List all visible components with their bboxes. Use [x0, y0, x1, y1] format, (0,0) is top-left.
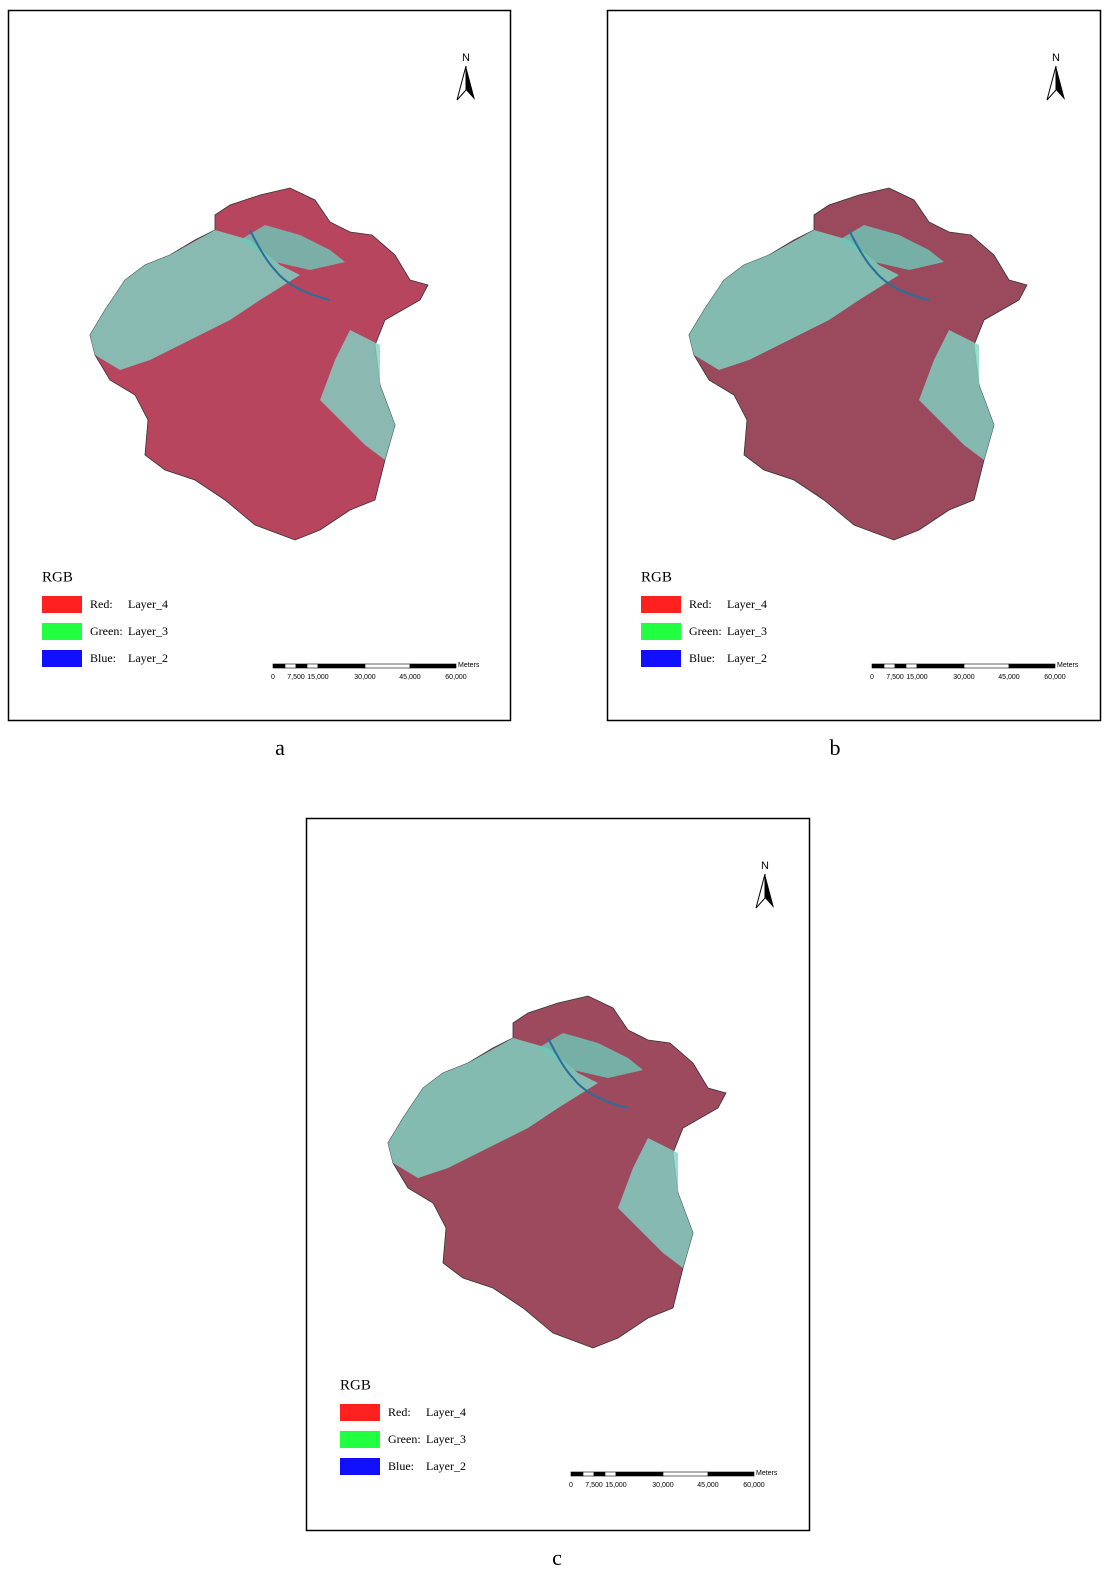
legend-band: Blue: [388, 1459, 414, 1473]
scale-label: 0 [870, 674, 874, 681]
scale-label: 45,000 [998, 674, 1020, 681]
north-label: N [462, 52, 470, 64]
scale-segment [365, 664, 410, 668]
panel-label: b [830, 735, 841, 760]
scale-label: 15,000 [605, 1482, 627, 1489]
legend-band: Green: [388, 1432, 421, 1446]
scale-label: 60,000 [1044, 674, 1066, 681]
north-label: N [761, 860, 769, 872]
scale-label: 30,000 [953, 674, 975, 681]
legend-swatch [42, 596, 82, 613]
scale-label: 0 [569, 1482, 573, 1489]
scale-segment [1009, 664, 1055, 668]
scale-label: 7,500 [585, 1482, 603, 1489]
scale-label: 7,500 [886, 674, 904, 681]
legend-layer: Layer_3 [426, 1432, 466, 1446]
panel-label: a [275, 735, 285, 760]
scale-segment [571, 1472, 583, 1476]
legend-layer: Layer_4 [727, 597, 767, 611]
scale-segment [884, 664, 895, 668]
legend-swatch [42, 623, 82, 640]
legend-swatch [340, 1431, 380, 1448]
scale-segment [605, 1472, 616, 1476]
scale-segment [708, 1472, 754, 1476]
legend-band: Blue: [689, 651, 715, 665]
legend-band: Red: [90, 597, 113, 611]
scale-label: 30,000 [652, 1482, 674, 1489]
legend-band: Red: [388, 1405, 411, 1419]
figure: N RGB Red: Layer_4 Green: Layer_3 Blue: Layer_2… [0, 0, 1108, 1582]
north-label: N [1052, 52, 1060, 64]
scale-segment [917, 664, 964, 668]
scale-segment [583, 1472, 594, 1476]
legend-title: RGB [340, 1377, 371, 1393]
legend-band: Red: [689, 597, 712, 611]
scale-label: 15,000 [906, 674, 928, 681]
scale-label: 60,000 [743, 1482, 765, 1489]
scale-segment [273, 664, 285, 668]
scale-label: 30,000 [354, 674, 376, 681]
page: N RGB Red: Layer_4 Green: Layer_3 Blue: Layer_2… [0, 0, 1108, 1582]
scale-segment [285, 664, 296, 668]
legend-swatch [641, 596, 681, 613]
legend-title: RGB [42, 569, 73, 585]
scale-label: 45,000 [399, 674, 421, 681]
scale-segment [616, 1472, 663, 1476]
scale-segment [594, 1472, 605, 1476]
scale-segment [307, 664, 318, 668]
legend-swatch [340, 1404, 380, 1421]
scale-unit: Meters [1057, 662, 1079, 669]
map-panel: N RGB Red: Layer_4 Green: Layer_3 Blue: Layer_2… [9, 11, 511, 721]
legend-band: Green: [689, 624, 722, 638]
panel-label: c [552, 1545, 562, 1570]
scale-segment [410, 664, 456, 668]
scale-segment [663, 1472, 708, 1476]
legend-layer: Layer_3 [128, 624, 168, 638]
legend-band: Green: [90, 624, 123, 638]
scale-label: 0 [271, 674, 275, 681]
legend-title: RGB [641, 569, 672, 585]
legend-layer: Layer_3 [727, 624, 767, 638]
legend-swatch [641, 623, 681, 640]
scale-segment [318, 664, 365, 668]
legend-layer: Layer_4 [426, 1405, 466, 1419]
legend-swatch [42, 650, 82, 667]
scale-label: 15,000 [307, 674, 329, 681]
map-panel: N RGB Red: Layer_4 Green: Layer_3 Blue: Layer_2… [307, 819, 810, 1531]
scale-segment [872, 664, 884, 668]
legend-band: Blue: [90, 651, 116, 665]
scale-label: 7,500 [287, 674, 305, 681]
scale-unit: Meters [458, 662, 480, 669]
scale-segment [895, 664, 906, 668]
scale-segment [296, 664, 307, 668]
scale-segment [964, 664, 1009, 668]
legend-layer: Layer_4 [128, 597, 168, 611]
legend-layer: Layer_2 [727, 651, 767, 665]
map-panel: N RGB Red: Layer_4 Green: Layer_3 Blue: Layer_2… [608, 11, 1101, 721]
scale-segment [906, 664, 917, 668]
legend-layer: Layer_2 [426, 1459, 466, 1473]
scale-unit: Meters [756, 1470, 778, 1477]
scale-label: 60,000 [445, 674, 467, 681]
scale-label: 45,000 [697, 1482, 719, 1489]
legend-swatch [340, 1458, 380, 1475]
legend-swatch [641, 650, 681, 667]
legend-layer: Layer_2 [128, 651, 168, 665]
